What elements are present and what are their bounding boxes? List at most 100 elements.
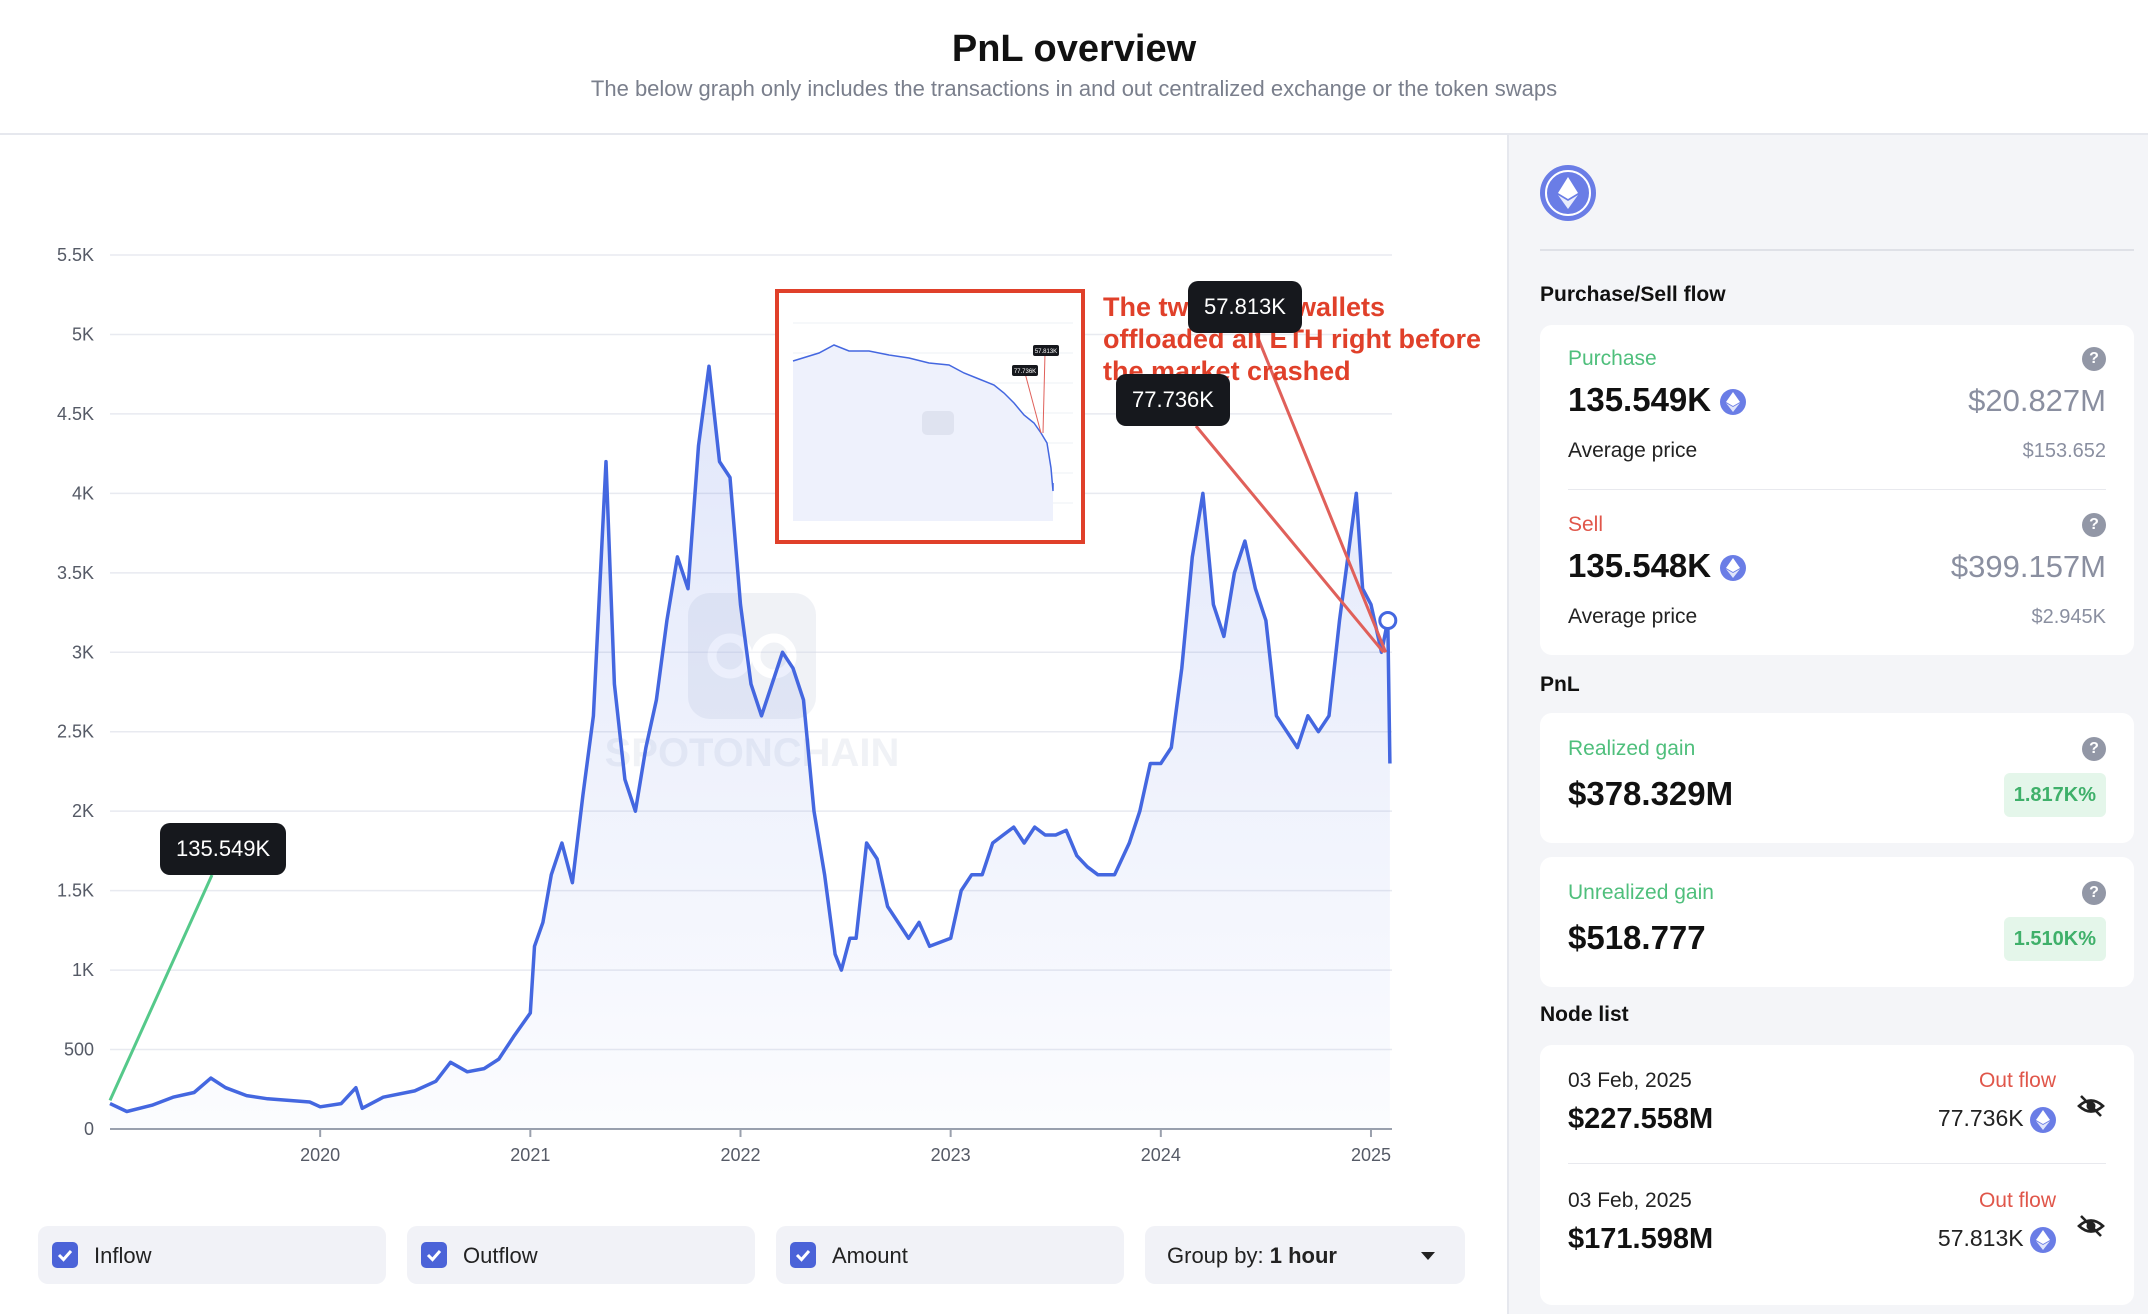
- help-icon[interactable]: ?: [2082, 347, 2106, 371]
- help-icon[interactable]: ?: [2082, 513, 2106, 537]
- callout-leader-line: [1254, 332, 1388, 653]
- group-by-prefix: Group by:: [1167, 1243, 1270, 1268]
- y-tick-label: 1K: [72, 960, 94, 980]
- sidebar-divider: [1540, 249, 2134, 251]
- purchase-eth-amount: 135.549K: [1568, 381, 1747, 419]
- inset-callout-box-2: [1033, 345, 1059, 356]
- checkbox-icon[interactable]: [421, 1242, 447, 1268]
- sell-avg-label: Average price: [1568, 605, 1698, 628]
- series-area-fill: [110, 366, 1390, 1129]
- realized-gain-label: Realized gain: [1568, 737, 1696, 760]
- series-line: [109, 364, 1392, 1114]
- y-tick-label: 500: [64, 1040, 94, 1060]
- y-tick-label: 3K: [72, 642, 94, 662]
- inflow-label: Inflow: [94, 1243, 152, 1268]
- callout-57813k: 57.813K: [1188, 281, 1302, 333]
- y-tick-label: 5.5K: [57, 245, 94, 265]
- eth-icon: [1720, 389, 1747, 416]
- inset-mini-chart: 77.736K 57.813K: [775, 289, 1085, 544]
- x-tick-label: 2024: [1141, 1145, 1181, 1165]
- outflow-label: Outflow: [463, 1243, 538, 1268]
- realized-gain-percent: 1.817K%: [2003, 773, 2106, 817]
- unrealized-gain-label: Unrealized gain: [1568, 881, 1714, 904]
- chevron-down-icon: [1421, 1252, 1435, 1260]
- y-tick-label: 5K: [72, 324, 94, 344]
- sell-eth-amount: 135.548K: [1568, 547, 1747, 585]
- purchase-sell-title: Purchase/Sell flow: [1540, 283, 1726, 306]
- y-tick-label: 4K: [72, 483, 94, 503]
- chart-controls: Inflow Outflow Amount Group by: 1 hour: [0, 1226, 1507, 1284]
- page-header: PnL overview The below graph only includ…: [0, 0, 2148, 135]
- pnl-chart-area: SPOTONCHAIN 05001K1.5K2K2.5K3K3.5K4K4.5K…: [0, 135, 1507, 1314]
- callout-leader-line: [108, 874, 214, 1102]
- realized-gain-card: Realized gain ? $378.329M 1.817K%: [1540, 713, 2134, 843]
- node-divider: [1568, 1163, 2106, 1164]
- node-eth-amount: 77.736K: [1938, 1105, 2056, 1133]
- checkbox-icon[interactable]: [790, 1242, 816, 1268]
- node-usd: $171.598M: [1568, 1223, 1714, 1255]
- inset-callout-line-2: [1042, 352, 1046, 434]
- y-tick-label: 4.5K: [57, 404, 94, 424]
- sidebar: Purchase/Sell flow Purchase ? 135.549K $…: [1507, 135, 2148, 1314]
- x-tick-label: 2021: [510, 1145, 550, 1165]
- outflow-toggle[interactable]: Outflow: [407, 1226, 755, 1284]
- y-tick-label: 1.5K: [57, 881, 94, 901]
- node-usd: $227.558M: [1568, 1103, 1714, 1135]
- inset-mini-chart-svg: 77.736K 57.813K: [792, 322, 1073, 521]
- purchase-label: Purchase: [1568, 347, 1657, 370]
- node-date: 03 Feb, 2025: [1568, 1069, 1692, 1092]
- pnl-chart: SPOTONCHAIN 05001K1.5K2K2.5K3K3.5K4K4.5K…: [57, 245, 1398, 1165]
- node-date: 03 Feb, 2025: [1568, 1189, 1692, 1212]
- eye-off-icon[interactable]: [2076, 1091, 2106, 1121]
- amount-toggle[interactable]: Amount: [776, 1226, 1124, 1284]
- y-tick-label: 3.5K: [57, 563, 94, 583]
- unrealized-gain-percent: 1.510K%: [2003, 917, 2106, 961]
- eth-icon: [1720, 555, 1747, 582]
- purchase-usd-value: $20.827M: [1968, 383, 2106, 418]
- inflow-toggle[interactable]: Inflow: [38, 1226, 386, 1284]
- group-by-select[interactable]: Group by: 1 hour: [1145, 1226, 1465, 1284]
- eth-icon: [2030, 1106, 2056, 1133]
- card-divider: [1568, 489, 2106, 490]
- purchase-sell-card: Purchase ? 135.549K $20.827M Average pri…: [1540, 325, 2134, 655]
- page-subtitle: The below graph only includes the transa…: [590, 76, 1558, 101]
- sell-avg-price: $2.945K: [2031, 606, 2106, 628]
- realized-gain-value: $378.329M: [1568, 775, 1734, 812]
- amount-label: Amount: [832, 1243, 908, 1268]
- node-list-title: Node list: [1540, 1003, 1629, 1026]
- series-end-marker: [1378, 610, 1398, 630]
- node-list-card: 03 Feb, 2025 Out flow $227.558M 77.736K …: [1540, 1045, 2134, 1305]
- help-icon[interactable]: ?: [2082, 737, 2106, 761]
- eye-off-icon[interactable]: [2076, 1211, 2106, 1241]
- help-icon[interactable]: ?: [2082, 881, 2106, 905]
- x-tick-label: 2023: [931, 1145, 971, 1165]
- x-tick-label: 2022: [720, 1145, 760, 1165]
- inset-line: [792, 344, 1054, 492]
- node-flow: Out flow: [1978, 1189, 2056, 1212]
- purchase-avg-price: $153.652: [2022, 440, 2106, 462]
- x-tick-label: 2025: [1351, 1145, 1391, 1165]
- axis-ticks: 0 500 1K 1.5K 2K 2.5K 3K 3.5K 4K 4.5K 5K 5.5K 2020 20…: [57, 245, 1391, 1165]
- node-eth-amount: 57.813K: [1938, 1225, 2056, 1253]
- inset-callout-text-1: 77.736K: [1014, 369, 1036, 375]
- sell-usd-value: $399.157M: [1950, 549, 2106, 584]
- unrealized-gain-value: $518.777: [1568, 919, 1706, 956]
- y-tick-label: 2K: [72, 801, 94, 821]
- inset-watermark-logo: [922, 411, 954, 435]
- y-tick-label: 0: [84, 1119, 94, 1139]
- pnl-title: PnL: [1540, 673, 1580, 696]
- sell-label: Sell: [1568, 513, 1604, 536]
- y-tick-label: 2.5K: [57, 722, 94, 742]
- node-flow: Out flow: [1978, 1069, 2056, 1092]
- group-by-value: 1 hour: [1269, 1243, 1337, 1268]
- callout-lines: [108, 332, 1388, 1102]
- page-title: PnL overview: [951, 28, 1197, 70]
- ethereum-icon: [1540, 165, 1596, 221]
- callout-77736k: 77.736K: [1116, 374, 1230, 426]
- callout-leader-line: [1194, 425, 1385, 654]
- checkbox-icon[interactable]: [52, 1242, 78, 1268]
- inset-callout-line-1: [1024, 372, 1042, 434]
- inset-callout-box-1: [1012, 365, 1038, 376]
- eth-icon: [2030, 1226, 2056, 1253]
- unrealized-gain-card: Unrealized gain ? $518.777 1.510K%: [1540, 857, 2134, 987]
